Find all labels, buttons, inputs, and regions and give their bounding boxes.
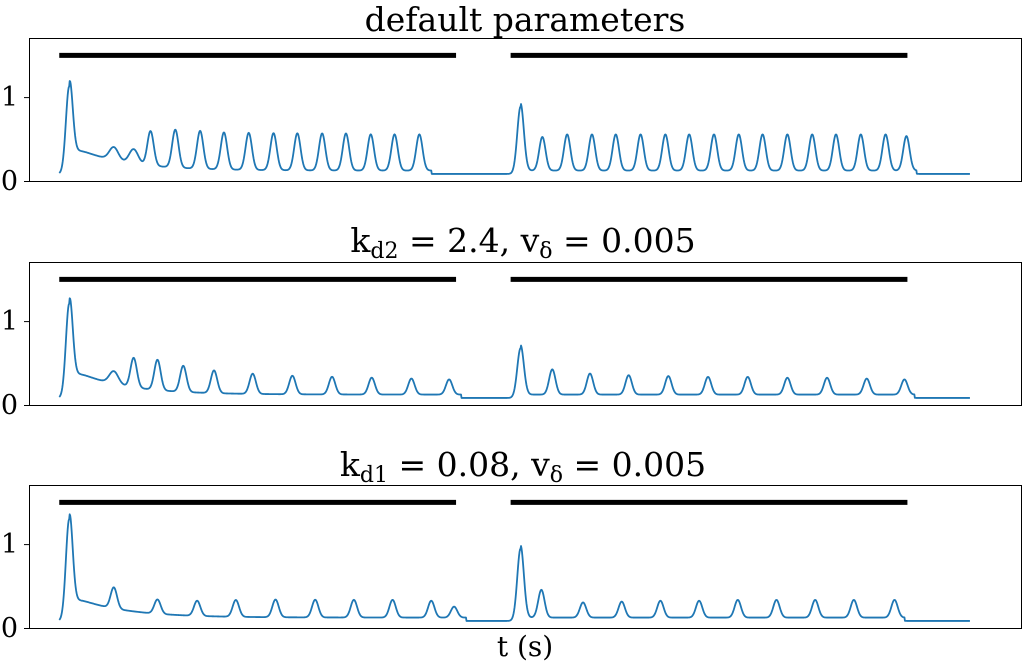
panel-2-title: kd2 = 2.4, vδ = 0.005	[350, 221, 695, 264]
panel-3-ytick-1-label: 1	[1, 529, 18, 560]
panel-2-trace	[58, 297, 971, 399]
panel-1-ytick-0-label: 0	[1, 166, 18, 197]
panel-2: kd2 = 2.4, vδ = 0.005 1 0	[1, 221, 1022, 421]
x-axis-label: t (s)	[497, 630, 553, 663]
panel-3-frame	[29, 485, 1022, 629]
panel-3: kd1 = 0.08, vδ = 0.005 1 0 t (s)	[1, 445, 1022, 663]
panel-2-ytick-0-label: 0	[1, 390, 18, 421]
panel-3-title: kd1 = 0.08, vδ = 0.005	[340, 445, 706, 488]
panel-1-frame	[29, 38, 1022, 182]
panel-2-frame	[29, 262, 1022, 406]
panel-1-title: default parameters	[365, 0, 686, 39]
panel-1: default parameters 1 0	[1, 0, 1022, 197]
panel-3-ytick-0-label: 0	[1, 613, 18, 644]
panel-2-ytick-1-label: 1	[1, 306, 18, 337]
panel-3-trace	[58, 513, 971, 622]
panel-1-ytick-1-label: 1	[1, 82, 18, 113]
panel-1-trace	[58, 80, 971, 175]
